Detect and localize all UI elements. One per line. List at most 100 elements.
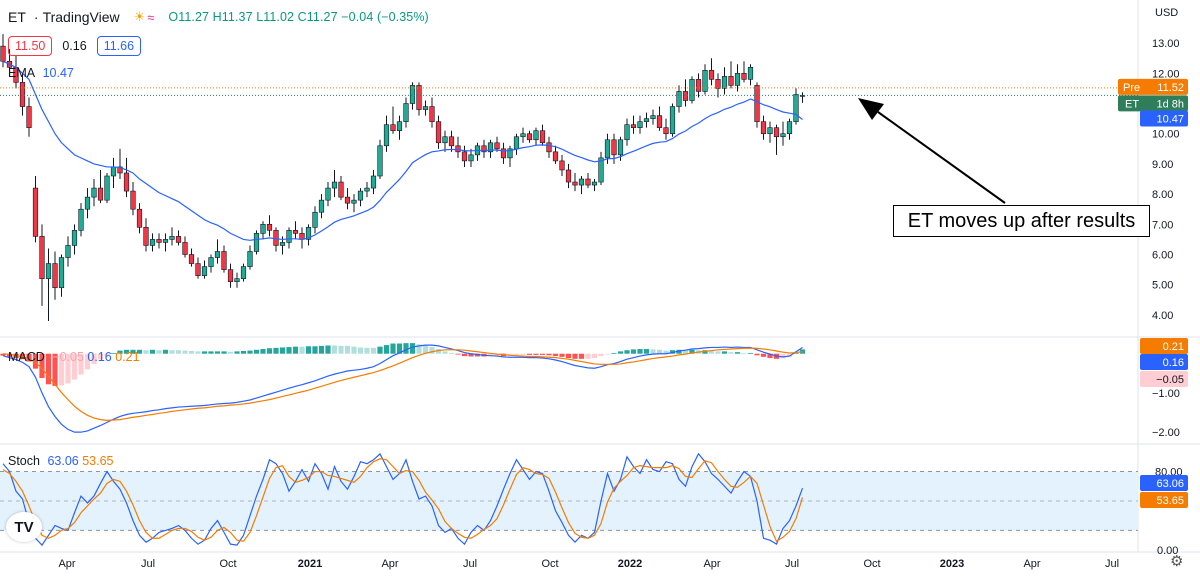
macd-hist-bar [240,350,247,354]
macd-hist-bar [403,343,409,354]
macd-hist-bar [468,353,474,357]
macd-hist-bar [32,353,39,369]
pre-tag-value: 11.52 [1157,82,1184,94]
candle-body [591,181,598,186]
currency-label: USD [1155,7,1178,19]
macd-hist-bar [526,353,533,355]
candle-body [370,175,377,189]
candle-body [45,263,52,279]
stoch-legend[interactable]: Stoch 63.06 53.65 [8,454,114,468]
candle-body [442,136,448,144]
candle-body [156,239,162,243]
tradingview-logo-icon[interactable]: TV [6,512,42,542]
candle-body [286,230,292,243]
candle-body [390,124,396,132]
candle-body [162,239,169,243]
candle-body [682,91,689,101]
candle-body [676,91,682,107]
macd-hist-bar [104,353,110,356]
candle-body [468,154,474,162]
stoch-legend-d: 53.65 [82,454,114,468]
annotation-callout[interactable]: ET moves up after results [893,205,1150,237]
buy-button[interactable]: 11.66 [96,36,142,56]
macd-hist-bar [292,346,299,354]
macd-hist-bar [6,353,13,357]
candle-body [182,242,188,255]
candle-body [747,66,754,80]
macd-hist-bar [110,352,117,354]
candle-body [734,73,741,86]
macd-hist-bar [455,353,461,355]
stoch-d-tag-bg [1140,492,1188,508]
symbol-label[interactable]: ET [8,9,26,25]
candle-body [481,145,487,153]
brand-label: TradingView [42,9,120,25]
candle-body [58,257,65,289]
macd-legend-hist: −0.05 [52,350,84,364]
macd-hist-tag-bg [1140,371,1188,387]
candle-body [97,187,104,201]
macd-hist-bar [253,349,260,354]
ohlc-readout: O11.27 H11.37 L11.02 C11.27 −0.04 (−0.35… [168,10,429,24]
candle-body [689,79,695,101]
candle-body [702,70,708,92]
candle-body [624,124,630,141]
macd-legend[interactable]: MACD −0.05 0.16 0.21 [8,350,140,364]
candle-body [331,181,338,189]
stoch-band [0,471,1138,531]
candle-body [604,139,611,159]
macd-hist-bar [39,353,45,379]
candle-body [507,148,513,159]
sell-button[interactable]: 11.50 [8,36,53,56]
macd-signal-line [2,347,803,421]
macd-hist-bar [741,352,747,354]
macd-line [2,344,803,433]
macd-hist-bar [143,350,149,354]
macd-hist-bar [331,345,338,354]
candle-body [435,121,442,144]
macd-hist-bar [344,345,351,354]
macd-layer [0,343,806,433]
macd-hist-bar [708,350,715,354]
price-tick-label: 10.00 [1152,129,1180,141]
macd-hist-bar [442,351,448,354]
macd-hist-bar [84,353,91,370]
macd-hist-bar [793,352,799,354]
sun-icon: ☀ [133,9,146,24]
macd-hist-bar [312,346,318,354]
macd-hist-bar [221,351,227,354]
candle-body [318,199,325,213]
candle-body [760,121,767,135]
macd-hist-bar [162,349,169,354]
candle-body [344,196,351,204]
candle-body [539,130,546,144]
macd-hist-bar [383,345,390,354]
price-tick-label: 7.00 [1152,219,1173,231]
candle-body [130,190,136,210]
candle-body [611,139,617,156]
gear-icon[interactable]: ⚙ [1170,553,1184,570]
candle-body [357,190,364,201]
candle-body [273,230,279,246]
macd-hist-bar [377,346,383,354]
macd-hist-bar [448,352,455,354]
candle-body [240,266,247,279]
macd-hist-bar [715,351,721,354]
pre-tag-bg [1118,78,1188,95]
macd-hist-bar [195,351,201,354]
candle-body [773,127,780,138]
macd-hist-bar [97,353,104,360]
chart-header: ET · TradingView ☀ ≈ O11.27 H11.37 L11.0… [8,6,429,28]
ema-legend-value: 10.47 [42,66,74,80]
candle-body [715,79,721,89]
macd-hist-bar [617,351,624,354]
macd-signal-tag: 0.21 [1163,341,1184,353]
time-tick-label: Jul [1105,558,1119,570]
candle-body [409,85,416,104]
macd-hist-bar [279,347,286,354]
ema-legend[interactable]: EMA 10.47 [8,66,74,80]
macd-hist-bar [565,353,572,359]
candle-body [500,148,507,159]
stoch-k-tag-bg [1140,475,1188,491]
